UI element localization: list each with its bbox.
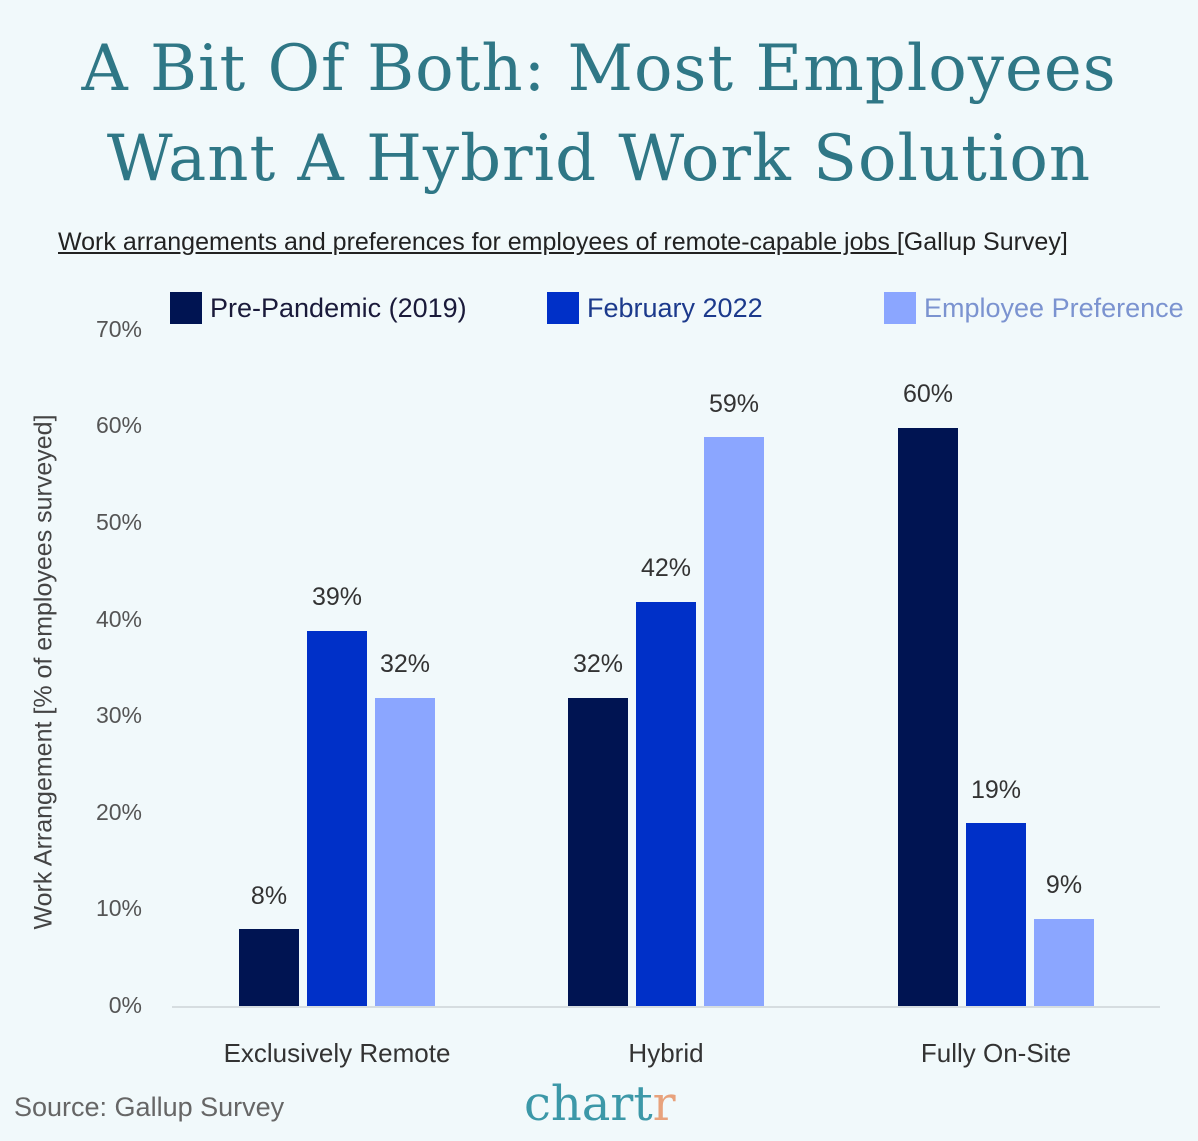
- subtitle: Work arrangements and preferences for em…: [58, 228, 1068, 257]
- bar-hybrid-preference: [704, 437, 764, 1006]
- y-tick: 20%: [95, 799, 142, 825]
- y-tick: 30%: [95, 702, 142, 728]
- legend-label: Pre-Pandemic (2019): [210, 292, 467, 323]
- value-label: 32%: [379, 650, 431, 678]
- legend-item-february-2022: February 2022: [547, 292, 763, 324]
- x-axis-line: [172, 1006, 1160, 1008]
- bar-hybrid-feb-2022: [636, 602, 696, 1006]
- title-line-1: A Bit Of Both: Most Employees: [81, 32, 1117, 106]
- bar-onsite-pre-pandemic: [898, 428, 958, 1006]
- logo-main: chart: [524, 1076, 653, 1132]
- subtitle-text: Work arrangements and preferences for em…: [58, 228, 897, 256]
- legend-swatch-icon: [170, 292, 202, 324]
- y-tick: 70%: [95, 316, 142, 342]
- legend-item-pre-pandemic: Pre-Pandemic (2019): [170, 292, 467, 324]
- logo-accent: r: [652, 1076, 676, 1132]
- bar-remote-pre-pandemic: [239, 929, 299, 1006]
- value-label: 9%: [1045, 871, 1083, 899]
- bar-remote-feb-2022: [307, 631, 367, 1006]
- y-tick: 0%: [108, 992, 142, 1018]
- title-line-2: Want A Hybrid Work Solution: [106, 122, 1092, 196]
- value-label: 42%: [640, 554, 692, 582]
- bar-remote-preference: [375, 698, 435, 1006]
- y-tick: 60%: [95, 412, 142, 438]
- value-label: 8%: [250, 882, 288, 910]
- bar-hybrid-pre-pandemic: [568, 698, 628, 1006]
- legend-swatch-icon: [884, 292, 916, 324]
- bar-onsite-preference: [1034, 919, 1094, 1006]
- x-tick-hybrid: Hybrid: [628, 1038, 704, 1068]
- value-label: 39%: [311, 583, 363, 611]
- source-note: Source: Gallup Survey: [14, 1092, 285, 1122]
- legend-swatch-icon: [547, 292, 579, 324]
- y-axis-label: Work Arrangement [% of employees surveye…: [29, 414, 58, 930]
- chartr-logo: chartr: [524, 1076, 676, 1132]
- y-tick: 40%: [95, 606, 142, 632]
- value-label: 59%: [708, 390, 760, 418]
- legend-label: Employee Preference: [924, 292, 1184, 323]
- value-label: 19%: [970, 776, 1022, 804]
- value-label: 60%: [902, 380, 954, 408]
- y-tick: 10%: [95, 895, 142, 921]
- value-label: 32%: [572, 650, 624, 678]
- bar-onsite-feb-2022: [966, 823, 1026, 1006]
- legend-item-employee-preference: Employee Preference: [884, 292, 1184, 324]
- legend-label: February 2022: [587, 292, 763, 323]
- x-tick-fully-on-site: Fully On-Site: [920, 1038, 1072, 1068]
- y-tick: 50%: [95, 509, 142, 535]
- x-tick-exclusively-remote: Exclusively Remote: [223, 1038, 451, 1068]
- subtitle-source: [Gallup Survey]: [896, 228, 1068, 256]
